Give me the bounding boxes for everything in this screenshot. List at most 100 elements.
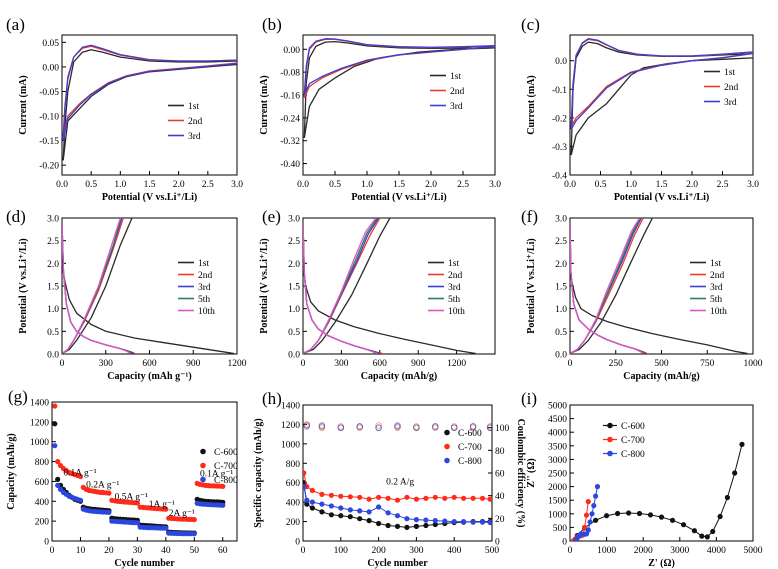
series-line-f-10th (570, 222, 644, 354)
y-tick-label-b: -0.16 (280, 92, 300, 102)
data-point-i-c-600 (636, 510, 643, 517)
data-point-h-c-700 (309, 487, 316, 494)
y-tick-label-a: -0.05 (39, 88, 59, 98)
legend-label-b: 2nd (450, 87, 465, 97)
data-point-h-c-600 (328, 512, 335, 518)
series-line-b-1st (303, 47, 495, 139)
plot-frame-b (302, 34, 496, 176)
y-tick-label-e: 0.0 (288, 351, 300, 361)
series-line-f-10th (570, 218, 641, 354)
x-tick-label-h: 100 (334, 546, 349, 556)
series-line-e-1st (303, 218, 391, 354)
panel-label-g: (g) (8, 387, 28, 406)
data-point-i-c-700 (581, 524, 588, 531)
x-tick-label-f: 500 (654, 359, 669, 369)
y-axis-label-e: Potential (V vs.Li⁺/Li) (259, 238, 270, 333)
x-tick-label-f: 1000 (744, 359, 763, 369)
data-point-h-c-800-efficiency (356, 423, 363, 430)
panel-f: (f) 0 250 500 750 1000 0.0 0.5 1.0 1.5 2.0 2.5 3.0 Ca… (521, 207, 763, 382)
legend-label-f: 1st (710, 259, 721, 269)
series-line-f-1st (570, 263, 748, 354)
x-tick-label-c: 1.5 (656, 180, 668, 190)
legend-label-f: 5th (710, 295, 722, 305)
y-tick-label-i: 5000 (548, 402, 567, 412)
y2-tick-label-h: 100 (495, 424, 510, 434)
data-point-h-c-700 (461, 495, 467, 501)
data-point-g-c-700 (77, 473, 84, 480)
x-tick-label-a: 3.0 (231, 180, 243, 190)
data-layer-a (62, 44, 237, 161)
data-point-g-c-700 (55, 459, 61, 465)
x-axis-label-g: Cycle number (114, 558, 175, 569)
series-line-f-1st (570, 218, 653, 354)
y-tick-label-e: 0.5 (288, 328, 300, 338)
legend-label-a: 2nd (188, 117, 203, 127)
data-point-i-c-800 (585, 527, 591, 533)
y-tick-label-f: 0.0 (555, 351, 567, 361)
legend-swatch-i (607, 450, 613, 457)
y-tick-label-b: -0.24 (280, 114, 300, 124)
x-tick-label-c: 3.0 (747, 180, 759, 190)
series-line-d-10th (62, 218, 121, 354)
x-tick-label-e: 600 (373, 359, 388, 369)
data-point-h-c-600 (394, 523, 401, 530)
legend-swatch-i (607, 422, 613, 429)
x-tick-label-a: 2.0 (173, 180, 185, 190)
x-axis-label-e: Capacity (mAh/g) (361, 371, 437, 382)
y-tick-label-g: 1400 (30, 399, 49, 409)
data-point-g-c-700 (134, 500, 140, 506)
y-axis-label-a: Current (mA) (18, 75, 29, 135)
series-line-h-c-700 (303, 472, 491, 501)
data-point-i-c-600 (603, 513, 610, 519)
data-point-h-c-800 (319, 501, 325, 507)
x-tick-label-g: 30 (133, 546, 143, 556)
panel-label-a: (a) (6, 15, 25, 34)
y-tick-label-d: 2.5 (47, 237, 59, 247)
x-tick-label-g: 40 (161, 546, 171, 556)
y-tick-label-c: -0.1 (552, 86, 567, 96)
data-point-h-c-600 (357, 516, 363, 522)
data-point-h-c-700-efficiency (303, 421, 310, 428)
y-tick-label-c: -0.3 (552, 143, 567, 153)
panel-label-b: (b) (262, 15, 282, 34)
data-point-h-c-700 (338, 493, 344, 499)
data-point-h-c-600 (413, 523, 420, 530)
legend-label-e: 5th (448, 295, 460, 305)
x-axis-label-a: Potential (V vs.Li⁺/Li) (102, 192, 197, 203)
data-point-h-c-800-efficiency (318, 422, 326, 429)
data-point-i-c-800 (589, 511, 595, 517)
series-line-a-1st (62, 63, 237, 161)
y-tick-label-a: 0.05 (42, 39, 59, 49)
y-tick-label-f: 1.5 (555, 283, 567, 293)
y2-tick-label-h: 80 (495, 447, 505, 457)
x-tick-label-a: 0.5 (85, 180, 97, 190)
y-tick-label-h: 600 (286, 479, 301, 489)
x-tick-label-c: 2.0 (686, 180, 698, 190)
data-point-g-c-700 (52, 403, 58, 409)
series-line-d-1st (62, 263, 235, 354)
legend-label-c: 3rd (724, 98, 737, 108)
x-tick-label-f: 0 (568, 359, 573, 369)
x-tick-label-d: 1200 (228, 359, 247, 369)
data-point-h-c-800-efficiency (337, 424, 344, 431)
legend-swatch-g (200, 462, 206, 469)
y-tick-label-h: 1000 (281, 440, 300, 450)
data-point-i-c-600 (592, 517, 599, 523)
data-point-h-c-800 (442, 518, 448, 524)
x-tick-label-a: 2.5 (202, 180, 214, 190)
y-tick-label-f: 3.0 (555, 215, 567, 225)
data-point-h-c-800 (366, 509, 372, 515)
data-point-i-c-800 (587, 519, 593, 525)
y-tick-label-e: 2.5 (288, 237, 300, 247)
panel-d: (d) 0 300 600 900 1200 0.0 0.5 1.0 1.5 2.0 2.5 3.0 Ca… (6, 207, 247, 382)
legend-label-f: 3rd (710, 283, 723, 293)
panel-a: (a) 0.0 0.5 1.0 1.5 2.0 2.5 3.0 0.05 0.00 -0.05 -0.… (6, 15, 243, 203)
annotation-g: 0.5A g⁻¹ (115, 492, 148, 502)
x-tick-label-a: 1.5 (144, 180, 156, 190)
data-point-h-c-800 (413, 516, 420, 523)
panel-e: (e) 0 300 600 900 1200 0.0 0.5 1.0 1.5 2.0 2.5 3.0 Ca… (259, 207, 496, 382)
y-axis-label-c: Current (mA) (526, 75, 537, 135)
data-point-h-c-800 (347, 507, 353, 513)
data-point-i-c-600 (724, 494, 731, 501)
legend-label-b: 1st (450, 72, 461, 82)
